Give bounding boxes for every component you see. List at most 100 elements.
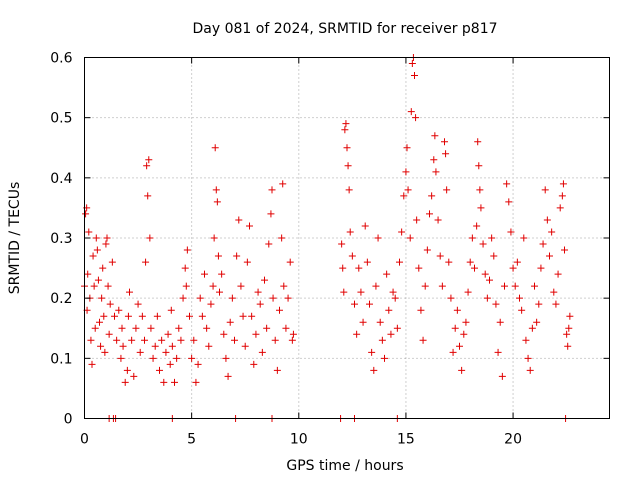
data-point: [211, 144, 219, 152]
data-point: [431, 132, 439, 140]
data-point: [252, 330, 260, 338]
data-point: [278, 234, 286, 242]
data-point: [222, 354, 230, 362]
data-point: [477, 204, 485, 212]
data-point: [243, 258, 251, 266]
data-point: [145, 156, 153, 164]
data-point: [539, 240, 547, 248]
data-point: [186, 312, 193, 320]
data-point: [149, 354, 157, 362]
data-point: [344, 162, 352, 170]
data-point: [417, 306, 425, 314]
data-point: [447, 294, 455, 302]
data-point: [412, 114, 420, 122]
data-point: [494, 348, 502, 356]
data-point: [441, 138, 448, 146]
data-point: [190, 336, 198, 344]
data-point: [471, 264, 478, 272]
data-point: [102, 240, 110, 248]
data-point: [355, 264, 363, 272]
data-point: [486, 276, 493, 284]
data-point: [460, 330, 468, 338]
x-tick-label: 0: [80, 432, 89, 448]
data-point: [212, 186, 220, 194]
data-point: [160, 378, 168, 386]
data-point: [466, 258, 474, 266]
x-tick-label: 15: [397, 432, 415, 448]
data-point: [177, 336, 185, 344]
data-point: [276, 306, 283, 314]
data-point: [546, 252, 553, 260]
data-point: [289, 330, 297, 338]
data-point: [368, 348, 376, 356]
x-axis-label: GPS time / hours: [286, 458, 403, 474]
data-point: [404, 186, 412, 194]
data-point: [389, 288, 397, 296]
data-point: [348, 252, 356, 260]
data-point: [518, 306, 526, 314]
data-point: [121, 378, 129, 386]
data-point: [511, 282, 519, 290]
data-point: [408, 60, 416, 68]
data-point: [426, 210, 433, 218]
y-axis-ticks: 0 0.1 0.2 0.3 0.4 0.5 0.6: [50, 51, 610, 428]
data-point: [554, 270, 562, 278]
chart-title: Day 081 of 2024, SRMTID for receiver p81…: [192, 21, 497, 37]
y-tick-label: 0.5: [50, 111, 72, 127]
data-point: [96, 318, 103, 326]
data-point: [436, 252, 444, 260]
data-point: [537, 264, 545, 272]
y-tick-label: 0.2: [50, 291, 72, 307]
data-point: [82, 210, 90, 218]
data-point: [90, 282, 98, 290]
data-point: [207, 300, 215, 308]
data-point: [556, 204, 564, 212]
data-point: [520, 234, 528, 242]
data-point: [182, 282, 190, 290]
data-point: [445, 258, 453, 266]
data-point: [516, 294, 523, 302]
data-point: [84, 270, 92, 278]
data-point: [233, 252, 241, 260]
data-point: [558, 192, 566, 200]
data-point: [548, 228, 556, 236]
data-point: [488, 234, 496, 242]
data-point: [423, 246, 431, 254]
data-point: [158, 336, 166, 344]
data-point: [479, 240, 487, 248]
data-point: [496, 318, 504, 326]
data-point: [507, 228, 515, 236]
data-point: [513, 258, 521, 266]
data-point: [173, 354, 181, 362]
data-point: [216, 288, 223, 296]
data-point: [363, 258, 371, 266]
data-point: [564, 342, 572, 350]
data-point: [468, 234, 476, 242]
data-point: [246, 222, 253, 230]
data-point: [343, 144, 351, 152]
data-point: [474, 138, 482, 146]
x-axis-ticks: 0 5 10 15 20: [80, 57, 522, 448]
data-point: [282, 324, 290, 332]
data-point: [108, 258, 116, 266]
plot-frame: [84, 57, 610, 419]
data-point: [265, 240, 273, 248]
data-point: [387, 330, 395, 338]
data-point: [483, 294, 491, 302]
data-point: [254, 288, 262, 296]
data-point: [168, 342, 176, 350]
data-point: [141, 336, 148, 344]
data-point: [271, 336, 279, 344]
data-point: [359, 318, 367, 326]
data-point: [89, 252, 97, 260]
data-point: [280, 282, 288, 290]
data-point: [183, 246, 191, 254]
grid-lines: [84, 57, 610, 419]
data-point: [338, 240, 346, 248]
data-point: [421, 282, 429, 290]
x-tick-label: 5: [187, 432, 196, 448]
data-point: [147, 324, 155, 332]
data-point: [353, 330, 361, 338]
data-point: [541, 186, 549, 194]
data-point: [203, 324, 211, 332]
